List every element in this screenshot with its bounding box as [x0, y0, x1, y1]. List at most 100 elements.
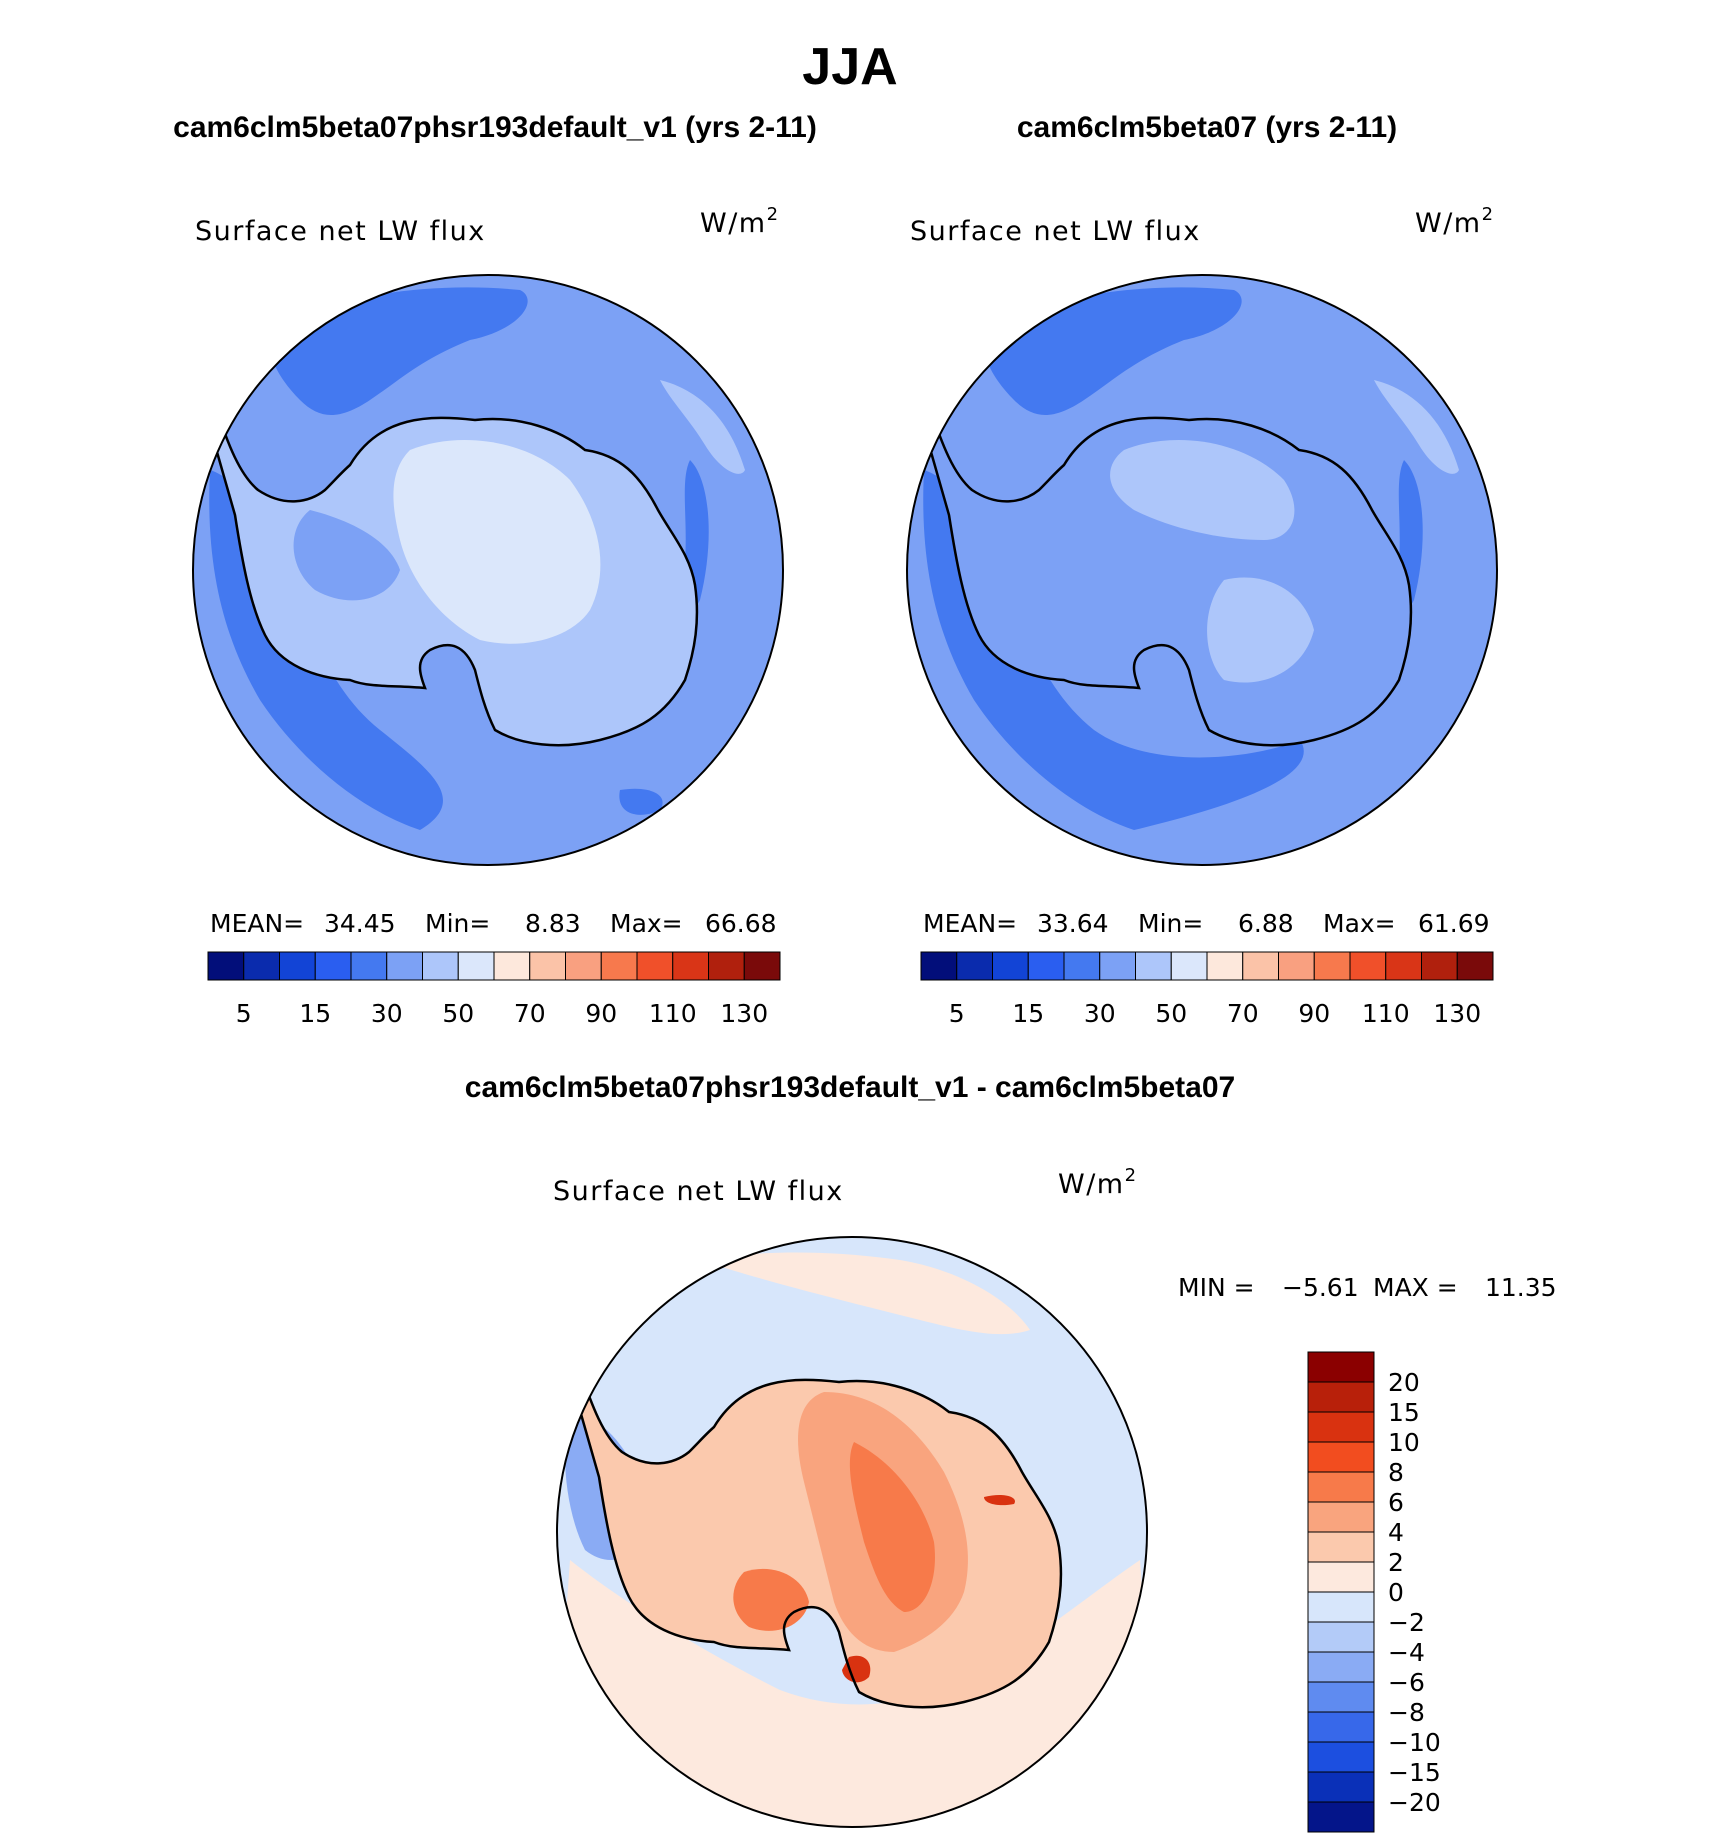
- panel-c-variable-label: Surface net LW flux: [553, 1176, 844, 1207]
- panel-b-colorbar-tick-label: 90: [1298, 999, 1330, 1028]
- panel-c-min-value: −5.61: [1282, 1273, 1359, 1302]
- panel-b-min-label: Min=: [1138, 909, 1203, 938]
- panel-c-colorbar-swatch: [1307, 1411, 1375, 1443]
- panel-c-colorbar-swatch: [1307, 1351, 1375, 1383]
- panel-a-colorbar-tick-label: 90: [585, 999, 617, 1028]
- panel-b-colorbar-swatch: [1027, 951, 1065, 981]
- panel-b-mean-value: 33.64: [1037, 909, 1109, 938]
- panel-c-colorbar-tick-label: −8: [1388, 1698, 1425, 1727]
- panel-a-map-boundary: [192, 274, 784, 866]
- panel-b-colorbar-swatch: [1313, 951, 1351, 981]
- panel-c-hotspot-south: [842, 1655, 871, 1683]
- panel-a-colorbar-swatch: [529, 951, 566, 981]
- panel-b-min-value: 6.88: [1238, 909, 1294, 938]
- panel-a-max-label: Max=: [610, 909, 683, 938]
- panel-b-colorbar-swatch: [1063, 951, 1101, 981]
- panel-c-colorbar-swatch: [1307, 1501, 1375, 1533]
- panel-c-colorbar-swatch: [1307, 1531, 1375, 1563]
- panel-c-colorbar-swatch: [1307, 1711, 1375, 1743]
- panel-a-colorbar-swatch: [386, 951, 423, 981]
- panel-b-colorbar-swatch: [1206, 951, 1244, 981]
- panel-b-colorbar-swatch: [1170, 951, 1208, 981]
- panel-c-colorbar-swatch: [1307, 1741, 1375, 1773]
- panel-b-colorbar-swatch: [920, 951, 958, 981]
- panel-a-colorbar-tick-label: 15: [299, 999, 331, 1028]
- panel-c-max-value: 11.35: [1485, 1273, 1557, 1302]
- panel-a-colorbar-swatch: [565, 951, 602, 981]
- panel-b-colorbar-swatch: [956, 951, 993, 981]
- panel-a-colorbar-ticks: 5 15 30 50 70 90 110 130: [236, 999, 768, 1028]
- panel-a-mean-value: 34.45: [324, 909, 396, 938]
- panel-a-colorbar-swatch: [243, 951, 280, 981]
- panel-b-mean-label: MEAN=: [923, 909, 1017, 938]
- panel-a-colorbar-swatch: [743, 951, 781, 981]
- panel-a-colorbar-swatch: [493, 951, 531, 981]
- panel-c-colorbar-swatch: [1307, 1591, 1375, 1623]
- panel-c-colorbar-tick-label: 20: [1388, 1368, 1420, 1397]
- panel-b-colorbar-swatch: [1349, 951, 1387, 981]
- panel-c-colorbar-tick-label: −2: [1388, 1608, 1425, 1637]
- panel-b-interior-pale: [1207, 577, 1314, 683]
- panel-c-colorbar-tick-label: −6: [1388, 1668, 1425, 1697]
- panel-b-ocean-pale-ne: [1374, 380, 1459, 474]
- panel-c-colorbar-tick-label: −15: [1388, 1758, 1441, 1787]
- figure-title: JJA: [802, 38, 897, 96]
- panel-a-colorbar-swatch: [314, 951, 352, 981]
- panel-b-colorbar-ticks: 5 15 30 50 70 90 110 130: [949, 999, 1481, 1028]
- panel-c-colorbar-swatch: [1307, 1801, 1375, 1833]
- panel-a-colorbar-swatch: [600, 951, 638, 981]
- panel-c-colorbar-swatch: [1307, 1381, 1375, 1413]
- panel-b-case-title: cam6clm5beta07 (yrs 2-11): [1017, 111, 1397, 144]
- panel-b-colorbar-tick-label: 130: [1433, 999, 1481, 1028]
- panel-b-max-value: 61.69: [1418, 909, 1490, 938]
- panel-a-case-title: cam6clm5beta07phsr193default_v1 (yrs 2-1…: [173, 111, 817, 144]
- panel-a-plateau: [393, 440, 601, 644]
- panel-c-colorbar-swatch: [1307, 1651, 1375, 1683]
- panel-c-case-title: cam6clm5beta07phsr193default_v1 - cam6cl…: [465, 1071, 1235, 1104]
- panel-c-map: [557, 1237, 1147, 1827]
- panel-a-colorbar-tick-label: 30: [371, 999, 403, 1028]
- panel-a-colorbar-swatch: [672, 951, 709, 981]
- panel-c-colorbar-swatch: [1307, 1771, 1375, 1803]
- panel-a-ocean-pale-ne: [660, 380, 745, 474]
- panel-c-stats: MIN = −5.61 MAX = 11.35: [1178, 1273, 1557, 1302]
- panel-c-colorbar-tick-label: 8: [1388, 1458, 1404, 1487]
- panel-b: cam6clm5beta07 (yrs 2-11) Surface net LW…: [906, 111, 1498, 1028]
- panel-b-variable-label: Surface net LW flux: [910, 216, 1201, 247]
- panel-c-ocean-positive-south: [557, 1560, 1147, 1827]
- panel-c-colorbar-swatch: [1307, 1561, 1375, 1593]
- panel-b-colorbar-swatch: [1278, 951, 1315, 981]
- panel-a-colorbar-tick-label: 70: [514, 999, 546, 1028]
- panel-c-colorbar-tick-label: −10: [1388, 1728, 1441, 1757]
- panel-b-plateau: [1110, 440, 1295, 540]
- panel-a-colorbar-tick-label: 130: [720, 999, 768, 1028]
- panel-a-colorbar-tick-label: 5: [236, 999, 252, 1028]
- panel-a-stats: MEAN= 34.45 Min= 8.83 Max= 66.68: [210, 909, 777, 938]
- panel-b-colorbar-swatch: [992, 951, 1029, 981]
- panel-b-colorbar-tick-label: 50: [1155, 999, 1187, 1028]
- panel-c-colorbar-swatch: [1307, 1471, 1375, 1503]
- panel-c-colorbar-swatch: [1307, 1681, 1375, 1713]
- panel-c-colorbar-tick-label: 6: [1388, 1488, 1404, 1517]
- panel-c-colorbar: [1307, 1351, 1375, 1833]
- panel-c-ocean-positive-north: [700, 1252, 1030, 1335]
- panel-b-colorbar-tick-label: 5: [949, 999, 965, 1028]
- panel-b-colorbar-swatch: [1385, 951, 1422, 981]
- panel-a-colorbar: [207, 951, 781, 981]
- panel-c-colorbar-tick-label: 10: [1388, 1428, 1420, 1457]
- panel-a-colorbar-swatch: [350, 951, 388, 981]
- panel-c-colorbar-swatch: [1307, 1621, 1375, 1653]
- panel-c-min-label: MIN =: [1178, 1273, 1255, 1302]
- panel-b-map-boundary: [906, 274, 1498, 866]
- panel-b-colorbar-tick-label: 110: [1362, 999, 1410, 1028]
- panel-b-colorbar-swatch: [1135, 951, 1172, 981]
- panel-b-colorbar: [920, 951, 1494, 981]
- panel-b-stats: MEAN= 33.64 Min= 6.88 Max= 61.69: [923, 909, 1490, 938]
- panel-a-variable-label: Surface net LW flux: [195, 216, 486, 247]
- panel-a-min-label: Min=: [425, 909, 490, 938]
- panel-a-max-value: 66.68: [705, 909, 777, 938]
- panel-c-max-label: MAX =: [1373, 1273, 1458, 1302]
- panel-c-units: W/m2: [1058, 1165, 1138, 1200]
